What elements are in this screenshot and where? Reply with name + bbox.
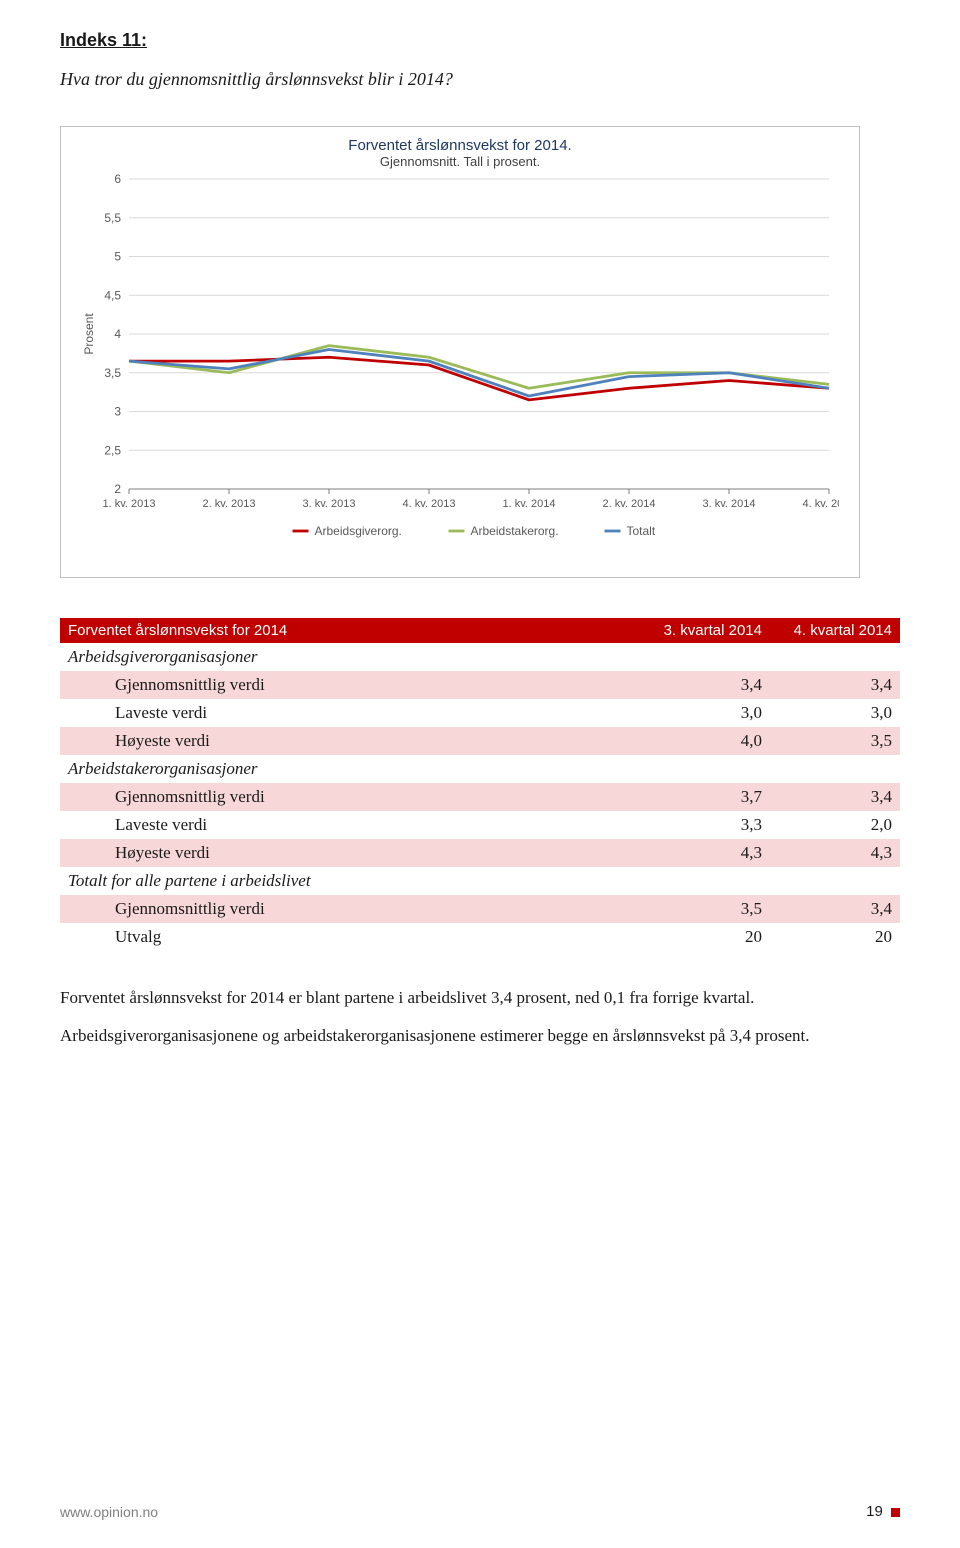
svg-text:1. kv. 2013: 1. kv. 2013 <box>103 498 156 510</box>
cell-value: 3,7 <box>640 783 770 811</box>
cell-value: 3,0 <box>640 699 770 727</box>
line-chart: 2 2,5 3 3,5 4 4,5 5 5,5 6 Prosent 1. kv. 2013 2. kv… <box>79 169 839 559</box>
svg-text:5,5: 5,5 <box>104 211 121 225</box>
cell-label: Laveste verdi <box>60 811 640 839</box>
svg-text:5: 5 <box>114 250 121 264</box>
cell-value: 20 <box>640 923 770 951</box>
svg-text:2: 2 <box>114 482 121 496</box>
svg-text:2. kv. 2014: 2. kv. 2014 <box>603 498 656 510</box>
cell-label: Laveste verdi <box>60 699 640 727</box>
summary-table: Forventet årslønnsvekst for 20143. kvart… <box>60 618 900 951</box>
cell-label: Forventet årslønnsvekst for 2014 <box>60 618 640 643</box>
section-title: Totalt for alle partene i arbeidslivet <box>60 867 640 895</box>
svg-text:1. kv. 2014: 1. kv. 2014 <box>503 498 556 510</box>
cell-value: 3,0 <box>770 699 900 727</box>
cell-label: Gjennomsnittlig verdi <box>60 671 640 699</box>
chart-title: Forventet årslønnsvekst for 2014. <box>79 137 841 154</box>
svg-text:2. kv. 2013: 2. kv. 2013 <box>203 498 256 510</box>
cell-value: 20 <box>770 923 900 951</box>
cell-value: 3,5 <box>770 727 900 755</box>
cell-label: Gjennomsnittlig verdi <box>60 895 640 923</box>
cell-label: Utvalg <box>60 923 640 951</box>
svg-text:3,5: 3,5 <box>104 366 121 380</box>
section-title: Arbeidstakerorganisasjoner <box>60 755 640 783</box>
cell-value: 4,3 <box>640 839 770 867</box>
svg-text:2,5: 2,5 <box>104 443 121 457</box>
cell-label: Høyeste verdi <box>60 727 640 755</box>
line-chart-box: Forventet årslønnsvekst for 2014. Gjenno… <box>60 126 860 578</box>
question-subheading: Hva tror du gjennomsnittlig årslønnsveks… <box>60 69 900 90</box>
cell-value: 4,3 <box>770 839 900 867</box>
cell-value: 2,0 <box>770 811 900 839</box>
cell-value: 3,4 <box>770 895 900 923</box>
svg-text:4. kv. 2014: 4. kv. 2014 <box>803 498 840 510</box>
cell-value: 4,0 <box>640 727 770 755</box>
body-paragraph-1: Forventet årslønnsvekst for 2014 er blan… <box>60 985 900 1011</box>
section-title: Arbeidsgiverorganisasjoner <box>60 643 640 671</box>
svg-text:3. kv. 2014: 3. kv. 2014 <box>703 498 756 510</box>
svg-text:6: 6 <box>114 172 121 186</box>
cell-value: 3. kvartal 2014 <box>640 618 770 643</box>
cell-value: 3,3 <box>640 811 770 839</box>
svg-text:4: 4 <box>114 327 121 341</box>
svg-text:Arbeidsgiverorg.: Arbeidsgiverorg. <box>315 524 402 538</box>
cell-label: Høyeste verdi <box>60 839 640 867</box>
page-footer: www.opinion.no 19 <box>60 1503 900 1520</box>
svg-text:Totalt: Totalt <box>627 524 656 538</box>
cell-value: 3,4 <box>770 671 900 699</box>
svg-text:3: 3 <box>114 405 121 419</box>
cell-label: Gjennomsnittlig verdi <box>60 783 640 811</box>
cell-value: 3,4 <box>770 783 900 811</box>
svg-text:Arbeidstakerorg.: Arbeidstakerorg. <box>471 524 559 538</box>
page-dot-icon <box>891 1508 900 1517</box>
page-number-box: 19 <box>866 1503 900 1520</box>
svg-text:4. kv. 2013: 4. kv. 2013 <box>403 498 456 510</box>
svg-text:4,5: 4,5 <box>104 288 121 302</box>
footer-url: www.opinion.no <box>60 1504 158 1520</box>
index-heading: Indeks 11: <box>60 30 900 51</box>
cell-value: 4. kvartal 2014 <box>770 618 900 643</box>
chart-subtitle: Gjennomsnitt. Tall i prosent. <box>79 154 841 169</box>
page-number: 19 <box>866 1503 883 1520</box>
svg-text:Prosent: Prosent <box>82 313 96 355</box>
svg-text:3. kv. 2013: 3. kv. 2013 <box>303 498 356 510</box>
cell-value: 3,4 <box>640 671 770 699</box>
cell-value: 3,5 <box>640 895 770 923</box>
body-paragraph-2: Arbeidsgiverorganisasjonene og arbeidsta… <box>60 1023 900 1049</box>
